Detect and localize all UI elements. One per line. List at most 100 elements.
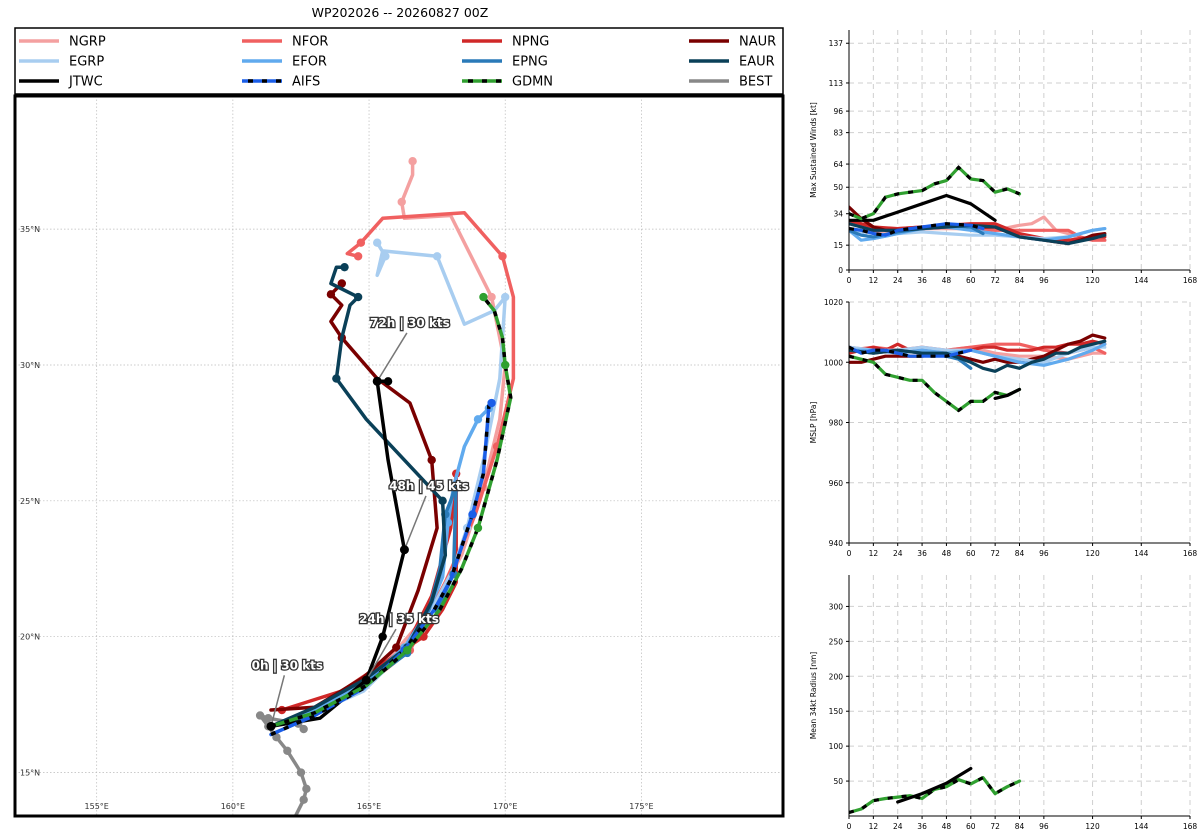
map-tick-label-lon: 160°E (221, 802, 245, 811)
intensity-tick-label-y: 83 (833, 129, 843, 138)
intensity-tick-label-y: 15 (833, 241, 843, 250)
map-track-point-eaur (340, 262, 349, 272)
radius-tick-label-x: 60 (966, 822, 976, 831)
intensity-tick-label-x: 48 (942, 276, 952, 285)
map-track-point-eaur (353, 292, 363, 302)
map-track-point-efor (473, 415, 483, 424)
radius-series-jtwc-line (896, 766, 973, 804)
radius-tick-label-x: 120 (1085, 822, 1100, 831)
intensity-ylabel: Max Sustained Winds [kt] (809, 102, 818, 198)
map-tick-label-lat: 35°N (20, 225, 40, 234)
map-annotation-label: 24h | 35 kts (359, 612, 439, 626)
map-annotation-point (361, 675, 371, 685)
pressure-series-gdmn-dash (849, 354, 1021, 413)
radius-series-gdmn-dash (849, 775, 1021, 815)
pressure-tick-label-y: 1000 (824, 358, 843, 367)
map-track-point-egrp (432, 252, 442, 261)
map-track-jtwc-line (269, 379, 407, 729)
pressure-tick-label-x: 168 (1183, 549, 1198, 558)
pressure-tick-label-x: 12 (869, 549, 879, 558)
map-tick-label-lat: 15°N (20, 769, 40, 778)
radius-tick-label-y: 100 (829, 742, 844, 751)
map-annotation-label: 0h | 30 kts (252, 658, 323, 672)
intensity-tick-label-y: 0 (838, 266, 843, 275)
legend-label-ngrp: NGRP (69, 35, 106, 50)
pressure-tick-label-y: 980 (829, 419, 844, 428)
map-track-point-best (278, 834, 286, 840)
pressure-plot-area (849, 333, 1107, 413)
map-tick-label-lon: 170°E (493, 802, 517, 811)
intensity-tick-label-x: 60 (966, 276, 976, 285)
intensity-series-jtwc-line (849, 193, 997, 222)
map-track-point-ngrp (408, 157, 417, 166)
intensity-tick-label-x: 12 (869, 276, 879, 285)
radius-tick-label-x: 72 (990, 822, 1000, 831)
map-tick-label-lon: 165°E (357, 802, 381, 811)
map-track-point-best (302, 784, 311, 794)
pressure-series-aifs-line (849, 345, 973, 358)
pressure-tick-label-x: 144 (1134, 549, 1149, 558)
map-track-point-nfor (353, 252, 363, 261)
legend-label-nfor: NFOR (292, 35, 328, 50)
map-track-point-gdmn (402, 646, 412, 655)
radius-tick-label-x: 36 (917, 822, 927, 831)
pressure-tick-label-x: 0 (847, 549, 852, 558)
pressure-tick-label-x: 72 (990, 549, 1000, 558)
legend-label-best: BEST (739, 75, 772, 90)
map-track-efor-line (269, 406, 491, 729)
legend-label-gdmn: GDMN (512, 75, 553, 90)
map-track-point-jtwc (383, 377, 393, 386)
legend-label-efor: EFOR (292, 55, 327, 70)
map-track-point-best (299, 724, 308, 734)
radius-tick-label-x: 48 (942, 822, 952, 831)
radius-tick-label-x: 0 (847, 822, 852, 831)
map-track-best-line (258, 713, 309, 816)
radius-tick-label-x: 24 (893, 822, 903, 831)
radius-tick-label-y: 300 (829, 602, 844, 611)
intensity-tick-label-x: 168 (1183, 276, 1198, 285)
map-annotation-label: 48h | 45 kts (389, 479, 469, 493)
intensity-series-gdmn-dash (849, 165, 1021, 221)
map-track-point-best (289, 817, 297, 825)
radius-tick-label-x: 144 (1134, 822, 1149, 831)
legend-label-npng: NPNG (512, 35, 549, 50)
intensity-panel: 0 12 24 36 48 60 72 84 96 120 144 168 0 15 34 50 64 83 96 1… (809, 30, 1197, 285)
map-track-point-best (264, 713, 273, 723)
intensity-tick-label-x: 144 (1134, 276, 1149, 285)
map-frame (13, 94, 785, 818)
map-track-point-nfor (356, 238, 366, 247)
intensity-series-aifs-dash (849, 222, 984, 237)
pressure-tick-label-y: 940 (829, 539, 844, 548)
intensity-tick-label-y: 113 (829, 79, 844, 88)
radius-tick-label-y: 50 (833, 777, 843, 786)
pressure-ylabel: MSLP [hPa] (809, 402, 818, 444)
map-annotation-leader (365, 628, 397, 681)
legend-label-eaur: EAUR (739, 55, 775, 70)
pressure-panel: 0 12 24 36 48 60 72 84 96 120 144 168 940 960 980 1000 1… (809, 298, 1197, 558)
track-map: 0h | 30 kts 24h | 35 kts 48h | 45 kts 72h |… (13, 94, 785, 840)
pressure-tick-label-x: 84 (1015, 549, 1025, 558)
pressure-series-naur-line (849, 333, 1107, 364)
radius-tick-label-x: 84 (1015, 822, 1025, 831)
intensity-tick-label-x: 96 (1039, 276, 1049, 285)
legend-label-epng: EPNG (512, 55, 548, 70)
map-track-point-egrp (381, 252, 390, 261)
pressure-tick-label-x: 60 (966, 549, 976, 558)
radius-tick-label-x: 96 (1039, 822, 1049, 831)
map-tick-label-lat: 25°N (20, 497, 40, 506)
map-track-point-aifs (487, 398, 496, 408)
map-track-point-naur (326, 290, 336, 299)
intensity-tick-label-y: 64 (833, 160, 843, 169)
intensity-tick-label-x: 120 (1085, 276, 1100, 285)
pressure-tick-label-y: 1020 (824, 298, 843, 307)
intensity-tick-label-x: 84 (1015, 276, 1025, 285)
intensity-tick-label-y: 50 (833, 183, 843, 192)
map-track-point-egrp (373, 238, 382, 247)
intensity-plot-area (849, 165, 1107, 246)
intensity-tick-label-y: 34 (833, 210, 843, 219)
intensity-tick-label-x: 72 (990, 276, 1000, 285)
intensity-series-npng-line (849, 218, 1107, 242)
radius-tick-label-y: 150 (829, 707, 844, 716)
map-track-aifs-dash (270, 401, 493, 737)
